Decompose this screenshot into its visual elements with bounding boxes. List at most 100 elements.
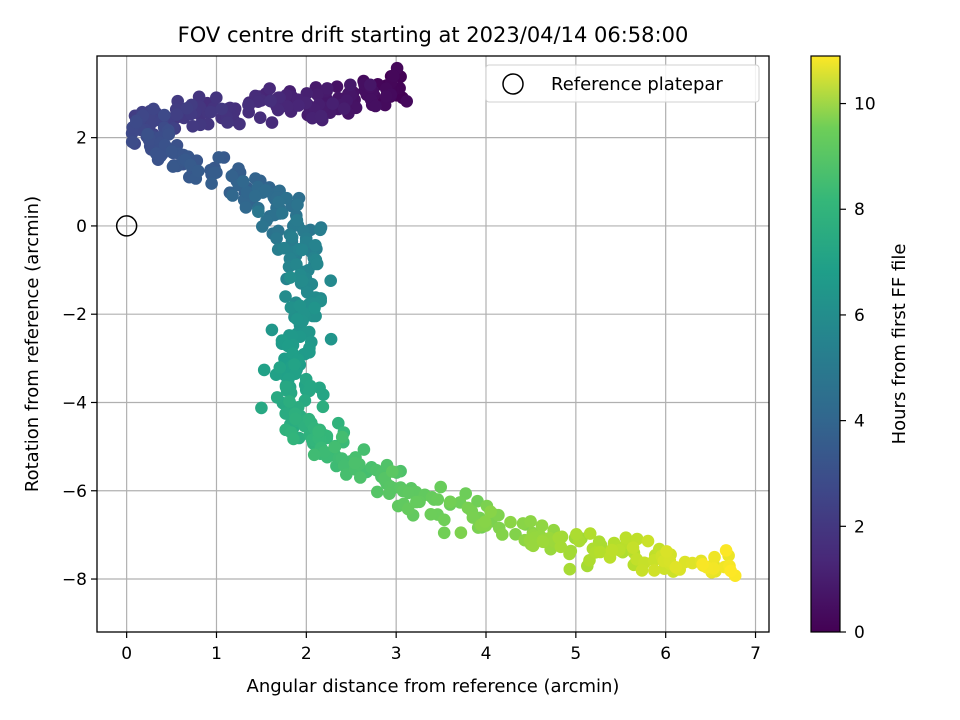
scatter-point <box>386 465 399 478</box>
scatter-point <box>641 534 655 548</box>
legend: Reference platepar <box>485 64 760 103</box>
scatter-points <box>125 61 742 582</box>
x-axis-ticks: 0 1 2 3 4 5 6 7 <box>121 632 761 664</box>
scatter-point <box>320 82 334 95</box>
scatter-point <box>141 127 154 141</box>
y-tick-label: −8 <box>62 570 87 590</box>
scatter-point <box>180 102 194 115</box>
scatter-point <box>284 271 297 284</box>
colorbar-gradient <box>810 55 841 633</box>
scatter-point <box>594 545 607 559</box>
scatter-point <box>434 480 448 494</box>
scatter-point <box>283 395 296 408</box>
colorbar-tick-label: 2 <box>854 517 865 537</box>
scatter-point <box>255 401 268 415</box>
scatter-point <box>289 412 302 426</box>
scatter-point <box>478 515 492 528</box>
scatter-point <box>357 443 371 456</box>
scatter-point <box>264 94 277 108</box>
scatter-point <box>237 175 250 188</box>
scatter-point <box>257 363 271 377</box>
scatter-point <box>233 117 246 131</box>
scatter-point <box>204 105 218 119</box>
scatter-point <box>348 456 362 470</box>
chart-title: FOV centre drift starting at 2023/04/14 … <box>178 23 689 47</box>
scatter-point <box>648 564 661 577</box>
x-tick-label: 4 <box>481 644 492 664</box>
colorbar-label: Hours from first FF file <box>889 244 910 445</box>
scatter-point <box>272 195 286 209</box>
scatter-point <box>583 527 597 540</box>
scatter-point <box>212 151 225 164</box>
scatter-point <box>570 528 583 541</box>
colorbar-tick-label: 0 <box>854 623 865 643</box>
scatter-point <box>424 508 438 521</box>
scatter-point <box>242 98 255 112</box>
scatter-point <box>337 102 351 115</box>
scatter-point <box>708 550 721 564</box>
scatter-point <box>186 120 199 133</box>
x-tick-label: 1 <box>211 644 222 664</box>
y-tick-label: −2 <box>62 305 87 325</box>
scatter-point <box>313 223 327 237</box>
scatter-point <box>300 87 314 100</box>
scatter-point <box>279 380 293 394</box>
scatter-point <box>326 97 340 110</box>
scatter-point <box>295 274 309 288</box>
scatter-point <box>279 290 292 303</box>
scatter-point <box>484 505 497 518</box>
scatter-point <box>295 243 309 257</box>
scatter-point <box>263 82 276 95</box>
scatter-point <box>402 486 415 500</box>
scatter-point <box>308 301 321 315</box>
scatter-point <box>563 547 576 561</box>
scatter-point <box>208 166 221 180</box>
colorbar-ticks: 0 2 4 6 8 10 <box>840 95 876 643</box>
scatter-point <box>253 111 267 124</box>
y-axis-ticks: −8 −6 −4 −2 0 2 <box>62 129 97 590</box>
scatter-point <box>461 501 475 515</box>
scatter-point <box>130 116 143 129</box>
scatter-point <box>166 160 180 173</box>
y-tick-label: 2 <box>76 129 87 149</box>
scatter-point <box>270 391 284 404</box>
scatter-point <box>371 485 384 499</box>
scatter-point <box>239 201 253 214</box>
scatter-point <box>277 241 291 255</box>
scatter-point <box>192 164 205 178</box>
legend-label: Reference platepar <box>551 74 723 95</box>
scatter-point <box>285 230 299 244</box>
scatter-point <box>310 257 324 271</box>
scatter-point <box>292 99 305 112</box>
scatter-point <box>437 526 451 540</box>
grid-lines <box>97 56 769 632</box>
scatter-point <box>290 313 304 326</box>
scatter-point <box>332 416 345 430</box>
legend-box <box>485 64 760 103</box>
scatter-point <box>265 323 279 337</box>
colorbar: 0 2 4 6 8 10 Hours from first FF file <box>810 55 910 643</box>
scatter-point <box>290 214 304 227</box>
scatter-point <box>379 90 393 103</box>
colorbar-tick-label: 6 <box>854 306 865 326</box>
scatter-point <box>536 535 550 549</box>
scatter-point <box>251 205 265 218</box>
scatter-point <box>635 564 649 577</box>
scatter-point <box>309 239 322 252</box>
scatter-point <box>387 69 400 83</box>
scatter-point <box>290 258 303 271</box>
x-tick-label: 0 <box>121 644 132 664</box>
scatter-point <box>526 539 540 553</box>
x-tick-label: 7 <box>750 644 761 664</box>
scatter-point <box>270 232 283 245</box>
scatter-point <box>162 128 176 141</box>
scatter-point <box>303 384 316 398</box>
y-tick-label: −6 <box>62 482 87 502</box>
scatter-point <box>288 358 301 371</box>
scatter-point <box>443 495 457 509</box>
scatter-point <box>324 332 338 346</box>
scatter-point <box>719 544 733 557</box>
x-tick-label: 2 <box>301 644 312 664</box>
scatter-point <box>400 95 414 108</box>
scatter-point <box>335 430 349 444</box>
